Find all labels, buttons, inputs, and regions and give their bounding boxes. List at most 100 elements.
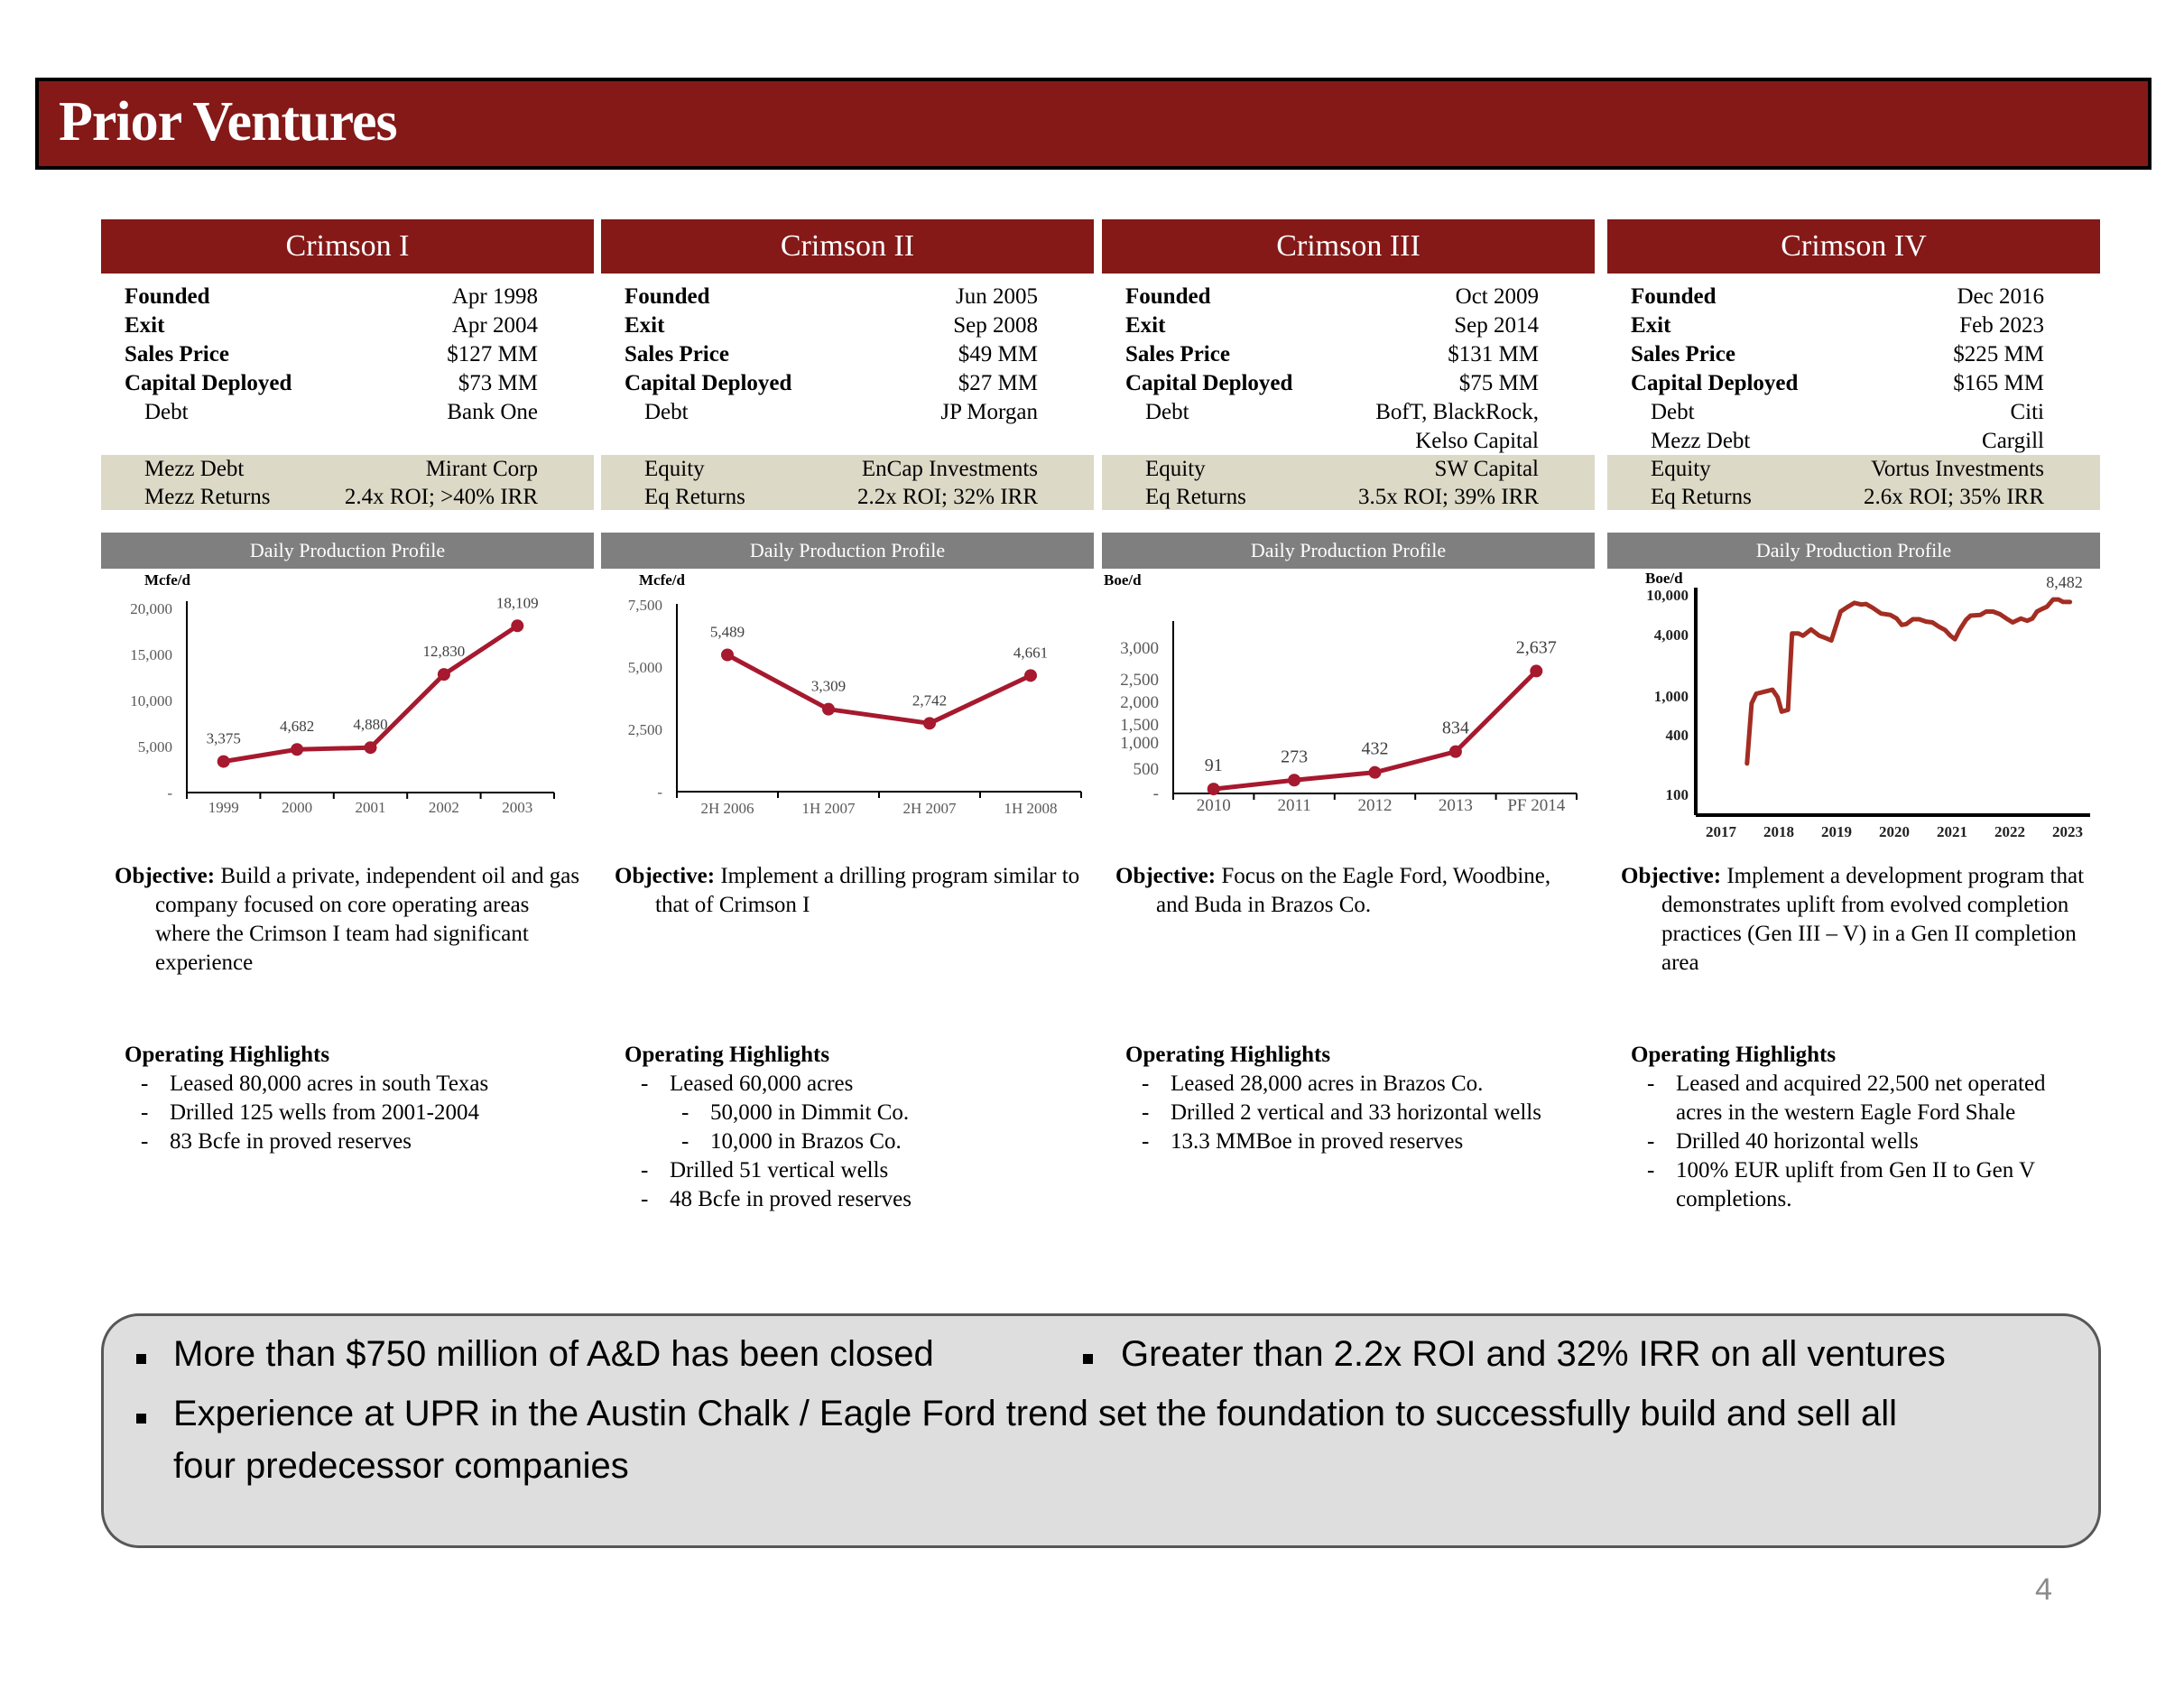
fact-value: $27 MM <box>958 371 1038 395</box>
fact-label: Debt <box>1651 400 1695 424</box>
data-label: 2,637 <box>1516 637 1557 657</box>
operating-highlights-heading: Operating Highlights <box>125 1043 330 1067</box>
returns-label: Eq Returns <box>1651 485 1752 509</box>
returns-value: SW Capital <box>1434 457 1539 481</box>
fact-row-founded: Founded Dec 2016 <box>1631 283 2044 311</box>
data-label: 91 <box>1205 756 1223 775</box>
x-tick-label: 2000 <box>282 799 312 816</box>
data-label: 2,742 <box>912 691 947 709</box>
highlight-text: 100% EUR uplift from Gen II to Gen V com… <box>1676 1158 2035 1211</box>
x-tick-label: 2002 <box>429 799 459 816</box>
y-tick-label: 1,000 <box>1654 688 1689 705</box>
data-label: 432 <box>1362 739 1389 759</box>
production-chart: Mcfe/d 20,000 15,000 10,000 5,000 - 3,375 1999 4… <box>101 569 594 839</box>
data-label: 273 <box>1281 747 1308 766</box>
fact-label: Founded <box>1125 284 1211 309</box>
fact-value: Cargill <box>1982 429 2044 453</box>
fact-label: Capital Deployed <box>125 371 292 395</box>
highlight-item: - Drilled 2 vertical and 33 horizontal we… <box>1125 1099 1586 1127</box>
y-unit-label: Boe/d <box>1104 571 1142 589</box>
fact-row-capital-deployed: Capital Deployed $165 MM <box>1631 369 2044 398</box>
highlight-text: 13.3 MMBoe in proved reserves <box>1171 1129 1464 1154</box>
fact-row-founded: Founded Jun 2005 <box>625 283 1038 311</box>
objective: Objective: Implement a drilling program … <box>615 862 1085 920</box>
fact-label: Founded <box>625 284 710 309</box>
x-tick-label: 1H 2008 <box>1004 800 1057 817</box>
operating-highlights: Operating Highlights - Leased 80,000 acres… <box>125 1041 585 1156</box>
returns-label: Eq Returns <box>1145 485 1246 509</box>
x-tick-label: 2013 <box>1439 796 1473 815</box>
dash-bullet-icon: - <box>141 1100 149 1125</box>
title-bar: Prior Ventures <box>35 78 2152 170</box>
highlight-item: - Leased 60,000 acres <box>625 1070 1085 1099</box>
venture-facts: Founded Apr 1998 Exit Apr 2004 Sales Price $1… <box>125 283 538 427</box>
venture-column-crimson-iii: Crimson III Founded Oct 2009 Exit Sep 2014 Sa… <box>1102 219 1595 1257</box>
x-tick-label: 1H 2007 <box>801 800 856 817</box>
returns-row: Equity EnCap Investments <box>601 455 1094 483</box>
objective-text: Build a private, independent oil and gas… <box>155 864 580 975</box>
objective-text: Implement a drilling program similar to … <box>655 864 1080 917</box>
data-point <box>1207 783 1220 796</box>
fact-label: Sales Price <box>125 342 229 366</box>
highlight-text: Leased 60,000 acres <box>670 1071 854 1096</box>
fact-label: Debt <box>144 400 189 424</box>
highlight-text: Drilled 2 vertical and 33 horizontal wel… <box>1171 1100 1541 1125</box>
data-point <box>1368 765 1382 779</box>
fact-row-financing: Debt Bank One <box>125 398 538 427</box>
y-tick-label: 7,500 <box>628 597 662 614</box>
fact-value: JP Morgan <box>940 400 1038 424</box>
highlight-text: 83 Bcfe in proved reserves <box>170 1129 412 1154</box>
x-tick-label: 2020 <box>1879 823 1910 839</box>
y-tick-label: 100 <box>1666 786 1689 803</box>
y-tick-label: 500 <box>1134 760 1160 779</box>
fact-value: $165 MM <box>1953 371 2044 395</box>
data-label: 4,880 <box>353 716 387 733</box>
returns-value: EnCap Investments <box>861 457 1038 481</box>
bullet-icon <box>1083 1354 1093 1364</box>
operating-highlights: Operating Highlights - Leased 28,000 acres… <box>1125 1041 1586 1156</box>
dash-bullet-icon: - <box>681 1129 689 1154</box>
dash-bullet-icon: - <box>1647 1071 1655 1096</box>
y-tick-label: 400 <box>1666 727 1689 744</box>
fact-value: Apr 2004 <box>451 313 538 338</box>
highlight-text: Drilled 51 vertical wells <box>670 1158 889 1183</box>
data-point <box>822 702 835 716</box>
highlight-item: -100% EUR uplift from Gen II to Gen V co… <box>1631 1156 2091 1214</box>
y-tick-label: 5,000 <box>628 659 662 676</box>
fact-label: Capital Deployed <box>625 371 792 395</box>
returns-label: Equity <box>644 457 705 481</box>
fact-row-exit: Exit Sep 2014 <box>1125 311 1539 340</box>
fact-label: Debt <box>1145 400 1189 424</box>
fact-value: $49 MM <box>958 342 1038 366</box>
returns-band: Equity Vortus Investments Eq Returns 2.6x R… <box>1607 455 2100 510</box>
dash-bullet-icon: - <box>1647 1129 1655 1154</box>
chart-title: Daily Production Profile <box>101 533 594 569</box>
y-tick-label: 20,000 <box>130 600 172 617</box>
venture-header: Crimson I <box>101 219 594 274</box>
highlight-item: -13.3 MMBoe in proved reserves <box>1125 1127 1586 1156</box>
x-tick-label: 2017 <box>1706 823 1737 839</box>
data-label: 5,489 <box>710 624 745 641</box>
venture-header: Crimson IV <box>1607 219 2100 274</box>
dash-bullet-icon: - <box>641 1158 649 1183</box>
fact-label: Exit <box>1631 313 1671 338</box>
data-point <box>217 755 230 768</box>
y-tick-label: 10,000 <box>1646 587 1689 604</box>
venture-header: Crimson II <box>601 219 1094 274</box>
venture-facts: Founded Jun 2005 Exit Sep 2008 Sales Price $4… <box>625 283 1038 427</box>
highlight-item: - Drilled 125 wells from 2001-2004 <box>125 1099 585 1127</box>
objective: Objective: Focus on the Eagle Ford, Wood… <box>1115 862 1586 920</box>
y-tick-label: 5,000 <box>138 738 172 756</box>
data-point <box>1024 669 1037 682</box>
fact-label: Sales Price <box>1631 342 1735 366</box>
bullet-icon <box>136 1354 146 1364</box>
highlight-item: -83 Bcfe in proved reserves <box>125 1127 585 1156</box>
x-tick-label: 2010 <box>1197 796 1231 815</box>
fact-row-capital-deployed: Capital Deployed $27 MM <box>625 369 1038 398</box>
returns-row: Mezz Debt Mirant Corp <box>101 455 594 483</box>
fact-row-financing: Mezz Debt Cargill <box>1631 427 2044 456</box>
data-label: 4,661 <box>1013 644 1048 661</box>
x-tick-label: 2022 <box>1994 823 2025 839</box>
fact-value: $75 MM <box>1458 371 1539 395</box>
y-tick-label: 1,000 <box>1120 734 1159 753</box>
